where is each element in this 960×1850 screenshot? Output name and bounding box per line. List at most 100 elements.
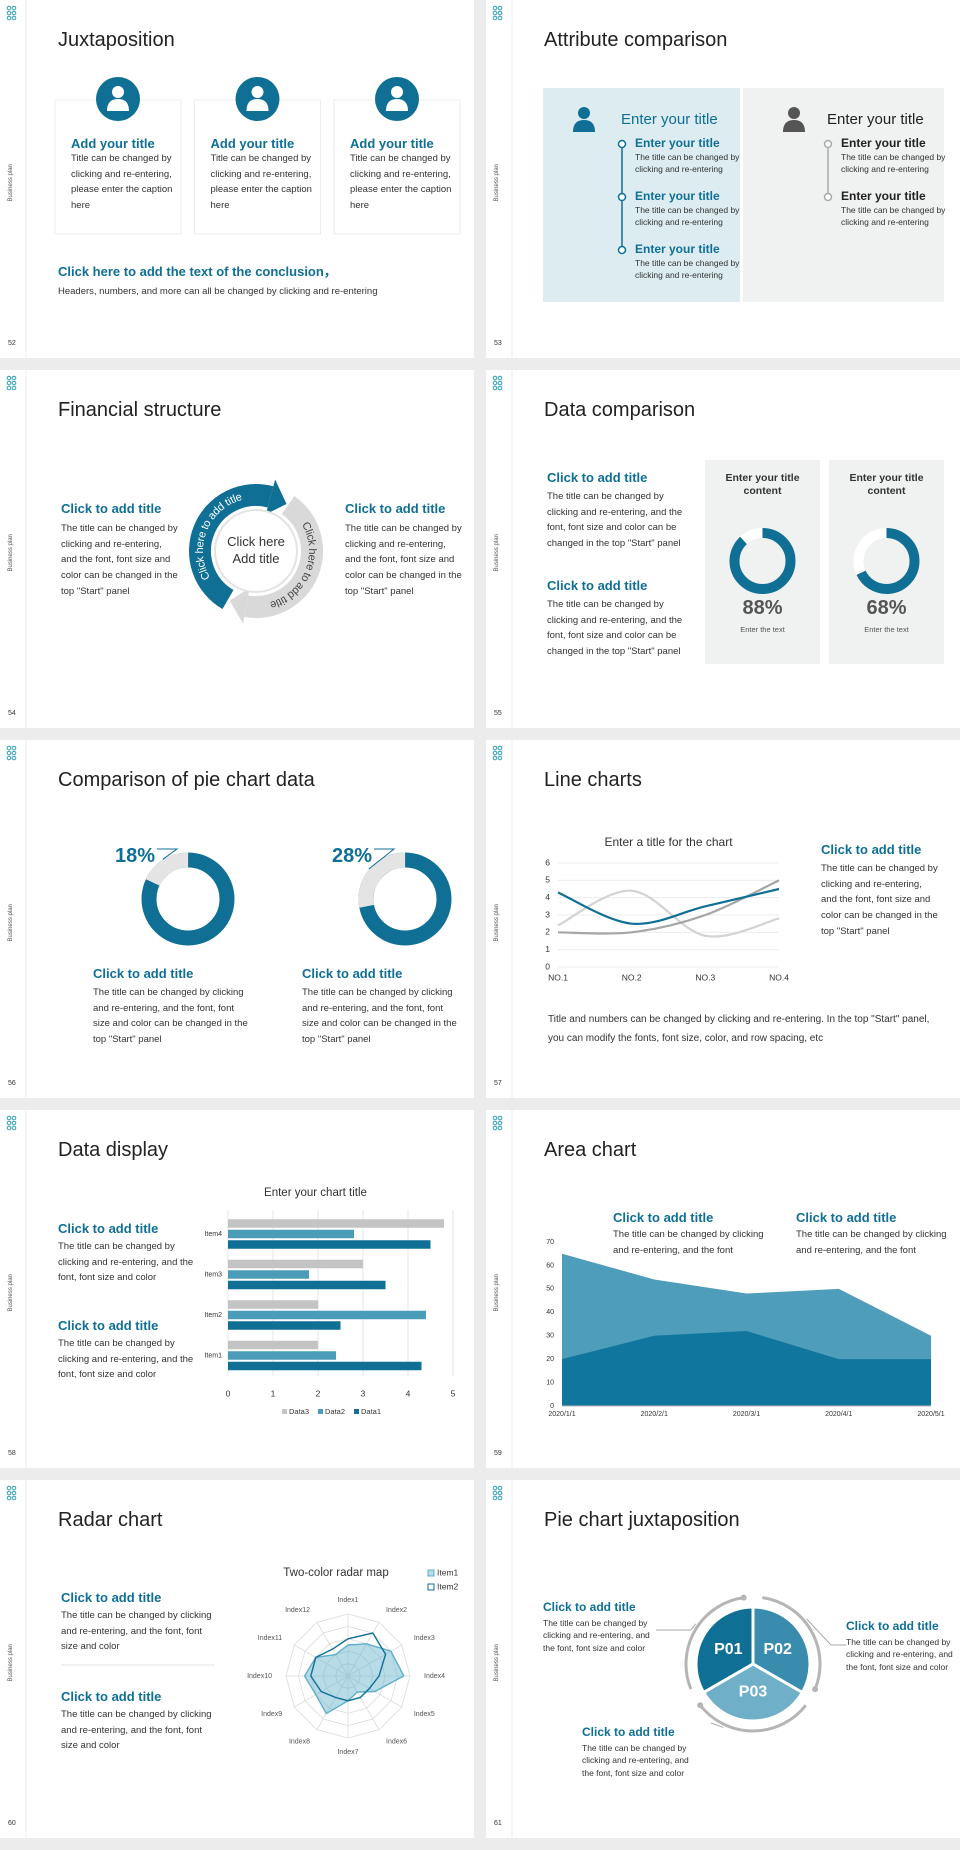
logo-dot (497, 1125, 503, 1131)
chart-title: Enter a title for the chart (604, 835, 733, 849)
x-tick-label: 2020/2/1 (641, 1411, 668, 1418)
axis-label: Index10 (247, 1673, 272, 1680)
text: Title and numbers can be changed by clic… (548, 1014, 930, 1044)
x-tick-label: 2020/1/1 (548, 1411, 575, 1418)
text: 53 (494, 340, 502, 347)
bar (228, 1280, 386, 1290)
radar-series (310, 1632, 387, 1702)
axis-label: Index4 (424, 1673, 445, 1680)
logo-dot (11, 375, 17, 381)
logo-dot (11, 380, 17, 386)
bar (228, 1351, 336, 1360)
axis-label: Index1 (337, 1597, 358, 1604)
bar (228, 1340, 318, 1350)
text: Business plan (494, 904, 501, 942)
y-tick-label: 10 (546, 1379, 554, 1386)
text: The title can be changed by clicking and… (582, 1743, 689, 1778)
icon (788, 107, 800, 119)
y-tick-label: 50 (546, 1286, 554, 1293)
ring-segment (358, 852, 452, 946)
timeline-dot (823, 192, 833, 202)
text: 56 (8, 1080, 16, 1087)
logo-dot (492, 1115, 498, 1121)
icon (783, 120, 805, 132)
logo-dot (497, 745, 503, 751)
logo-dot (6, 755, 12, 761)
logo-dot (497, 385, 503, 391)
text: Add your title (350, 136, 434, 151)
text: Enter your title (635, 242, 720, 256)
logo-dot (492, 1125, 498, 1131)
slide: Business plan 55 Data comparison Click to a… (486, 370, 960, 728)
y-tick-label: 0 (550, 1403, 554, 1410)
logo-dot (6, 10, 12, 16)
text: Click to add title (547, 578, 648, 593)
logo-dot (11, 1120, 17, 1126)
logo-dot (492, 5, 498, 11)
y-tick-label: 5 (545, 875, 550, 885)
segment-label: P02 (763, 1641, 792, 1658)
logo-dot (11, 1115, 17, 1121)
text: The title can be changed by clicking and… (635, 258, 740, 281)
outer-ring (699, 1704, 807, 1733)
text: The title can be changed by clicking and… (58, 1241, 194, 1284)
logo-dot (497, 380, 503, 386)
text: Click to add title (613, 1210, 714, 1225)
y-tick-label: Item2 (204, 1312, 222, 1319)
text: 54 (8, 710, 16, 717)
text: Click to add title (846, 1619, 939, 1633)
logo-dot (492, 1495, 498, 1501)
text: Pie chart juxtaposition (544, 1509, 740, 1531)
text: Business plan (8, 1644, 15, 1682)
axis-label: Index3 (414, 1635, 435, 1642)
cycle-arrow (244, 496, 323, 618)
text: Business plan (8, 534, 15, 572)
bar (228, 1300, 318, 1309)
logo-dot (6, 1495, 12, 1501)
text: 59 (494, 1450, 502, 1457)
text: 68% (866, 597, 907, 619)
legend-label: Item2 (437, 1581, 459, 1591)
y-tick-label: 0 (545, 961, 550, 971)
text: The title can be changed by clicking and… (345, 523, 462, 597)
text: Line charts (544, 769, 642, 791)
text: Click to add title (58, 1318, 159, 1333)
text: 61 (494, 1820, 502, 1827)
x-tick-label: 2020/4/1 (825, 1411, 852, 1418)
text: Enter your title content (849, 472, 924, 498)
legend-label: Item1 (437, 1567, 459, 1577)
slide-graphics (492, 370, 944, 728)
icon (251, 86, 264, 98)
y-tick-label: Item3 (204, 1272, 222, 1279)
slide-graphics (6, 0, 461, 358)
text: The title can be changed by clicking and… (61, 1610, 212, 1653)
slide-graphics: 0 10 20 30 40 50 60 70 2020/1/1 2020/2/1 2020/3/1 2… (492, 1110, 945, 1468)
text: Click to add title (543, 1600, 636, 1614)
icon (246, 99, 269, 111)
text: Enter your title (621, 111, 718, 128)
text: Business plan (8, 904, 15, 942)
cycle-center (214, 509, 298, 593)
legend-label: Data2 (325, 1407, 345, 1416)
logo-dot (492, 750, 498, 756)
text: The title can be changed by clicking and… (547, 491, 683, 550)
text: The title can be changed by clicking and… (302, 987, 457, 1046)
x-tick-label: 2 (316, 1388, 321, 1398)
y-tick-label: 3 (545, 909, 550, 919)
text: Business plan (8, 1274, 15, 1312)
text: Add your title (210, 136, 295, 151)
text: 57 (494, 1080, 502, 1087)
text: Add your title (71, 136, 155, 151)
logo-dot (6, 1485, 12, 1491)
slide-graphics (492, 0, 944, 358)
timeline-dot (617, 139, 627, 149)
legend-label: Data3 (289, 1407, 309, 1416)
text: Juxtaposition (58, 29, 175, 51)
logo-dot (11, 745, 17, 751)
logo-dot (497, 15, 503, 21)
y-tick-label: Item1 (204, 1353, 222, 1360)
bar (228, 1240, 431, 1249)
line-series (557, 879, 780, 935)
logo-dot (11, 385, 17, 391)
text: The title can be changed by clicking and… (635, 205, 740, 228)
